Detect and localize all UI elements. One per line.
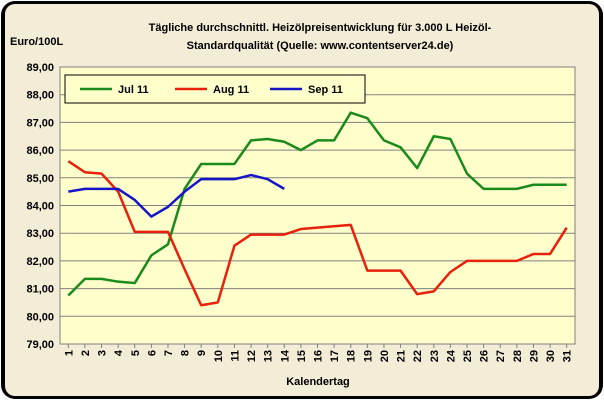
x-tick-label: 27 bbox=[495, 350, 507, 362]
series-line bbox=[67, 111, 567, 297]
x-tick-label: 25 bbox=[462, 350, 474, 362]
chart-title: Tägliche durchschnittl. Heizölpreisentwi… bbox=[149, 22, 492, 34]
x-tick-label: 28 bbox=[512, 350, 524, 362]
x-tick-label: 26 bbox=[479, 350, 491, 362]
x-tick-label: 5 bbox=[130, 350, 142, 356]
y-tick-label: 88,00 bbox=[26, 90, 54, 102]
y-tick-label: 80,00 bbox=[26, 311, 54, 323]
y-tick-label: 87,00 bbox=[26, 117, 54, 129]
chart-title: Standardqualität (Quelle: www.contentser… bbox=[187, 40, 454, 52]
x-tick-label: 18 bbox=[346, 350, 358, 362]
x-tick-label: 29 bbox=[528, 350, 540, 362]
x-tick-label: 13 bbox=[263, 350, 275, 362]
y-tick-label: 85,00 bbox=[26, 173, 54, 185]
x-tick-label: 22 bbox=[412, 350, 424, 362]
y-tick-label: 86,00 bbox=[26, 145, 54, 157]
legend bbox=[64, 74, 366, 104]
x-tick-label: 8 bbox=[180, 350, 192, 356]
series-line bbox=[68, 173, 285, 218]
x-tick-label: 19 bbox=[362, 350, 374, 362]
legend-label: Jul 11 bbox=[118, 84, 149, 96]
y-axis-label: Euro/100L bbox=[10, 36, 63, 48]
x-tick-label: 31 bbox=[562, 350, 574, 362]
x-tick-label: 10 bbox=[213, 350, 225, 362]
y-tick-label: 79,00 bbox=[26, 339, 54, 351]
x-tick-label: 21 bbox=[396, 350, 408, 362]
x-tick-label: 12 bbox=[246, 350, 258, 362]
x-tick-label: 17 bbox=[329, 350, 341, 362]
x-tick-label: 6 bbox=[146, 350, 158, 356]
x-tick-label: 3 bbox=[97, 350, 109, 356]
legend-label: Aug 11 bbox=[213, 84, 249, 96]
x-tick-label: 23 bbox=[429, 350, 441, 362]
legend-label: Sep 11 bbox=[308, 84, 343, 96]
x-tick-label: 9 bbox=[196, 350, 208, 356]
x-tick-label: 1 bbox=[63, 350, 75, 356]
x-tick-label: 11 bbox=[229, 350, 241, 362]
y-tick-label: 84,00 bbox=[26, 201, 54, 213]
x-tick-label: 4 bbox=[113, 349, 125, 356]
x-tick-label: 15 bbox=[296, 350, 308, 362]
x-tick-label: 16 bbox=[313, 350, 325, 362]
x-tick-label: 20 bbox=[379, 350, 391, 362]
x-tick-label: 30 bbox=[545, 350, 557, 362]
x-tick-label: 2 bbox=[80, 350, 92, 356]
y-tick-label: 82,00 bbox=[26, 256, 54, 268]
x-axis-label: Kalendertag bbox=[286, 376, 350, 388]
y-tick-label: 81,00 bbox=[26, 284, 54, 296]
x-tick-label: 24 bbox=[445, 349, 457, 362]
y-tick-label: 89,00 bbox=[26, 62, 54, 74]
x-tick-label: 7 bbox=[163, 350, 175, 356]
x-tick-label: 14 bbox=[279, 349, 291, 362]
series-line bbox=[67, 160, 568, 307]
y-tick-label: 83,00 bbox=[26, 228, 54, 240]
